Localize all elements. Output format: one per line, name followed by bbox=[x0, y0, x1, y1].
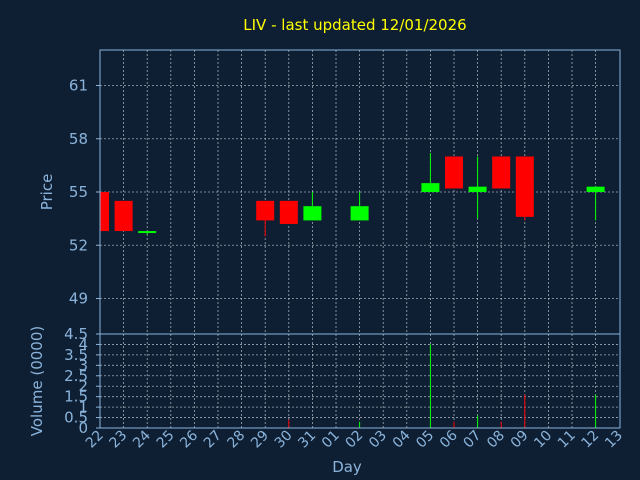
x-tick-label: 09 bbox=[508, 428, 532, 452]
candle-body bbox=[279, 200, 298, 224]
x-tick-label: 03 bbox=[366, 428, 390, 452]
x-tick-label: 13 bbox=[602, 428, 626, 452]
price-tick-label: 55 bbox=[69, 183, 88, 201]
x-tick-label: 08 bbox=[484, 428, 508, 452]
x-tick-label: 30 bbox=[272, 428, 296, 452]
x-tick-label: 23 bbox=[107, 428, 131, 452]
candle-body bbox=[492, 156, 511, 189]
volume-bars bbox=[288, 344, 597, 428]
price-axis-label: Price bbox=[38, 174, 56, 211]
candle-body bbox=[515, 156, 534, 217]
candle-body bbox=[586, 186, 605, 192]
volume-grid bbox=[100, 334, 620, 428]
candles bbox=[99, 152, 605, 237]
x-tick-label: 02 bbox=[343, 428, 367, 452]
x-tick-label: 05 bbox=[413, 428, 437, 452]
candle-body bbox=[350, 206, 369, 221]
volume-tick-label: 3 bbox=[78, 356, 88, 374]
price-tick-label: 58 bbox=[69, 130, 88, 148]
price-tick-label: 49 bbox=[69, 290, 88, 308]
chart-title: LIV - last updated 12/01/2026 bbox=[243, 16, 466, 34]
volume-panel-frame bbox=[99, 333, 621, 429]
volume-tick-label: 0.5 bbox=[64, 409, 88, 427]
x-tick-label: 04 bbox=[390, 427, 414, 451]
x-tick-label: 27 bbox=[201, 428, 225, 452]
candle-body bbox=[303, 206, 322, 221]
volume-tick-label: 3.5 bbox=[64, 346, 88, 364]
x-axis-label: Day bbox=[332, 458, 362, 476]
volume-tick-label: 4 bbox=[78, 335, 88, 353]
volume-tick-label: 1 bbox=[78, 398, 88, 416]
candle-body bbox=[445, 156, 463, 189]
x-ticks: 22 23 24 25 26 27 28 29 30 31 01 02 03 04 05 06 07 08 09 10… bbox=[83, 427, 626, 451]
volume-tick-label: 4.5 bbox=[64, 325, 88, 343]
x-tick-label: 24 bbox=[130, 427, 154, 451]
price-tick-label: 61 bbox=[69, 77, 88, 95]
price-y-ticks: 49 52 55 58 61 bbox=[69, 77, 100, 308]
volume-tick-label: 2.5 bbox=[64, 367, 88, 385]
volume-y-ticks: 00.511.522.533.544.5 bbox=[64, 325, 100, 437]
volume-axis-label: Volume (0000) bbox=[28, 326, 46, 436]
x-tick-label: 31 bbox=[295, 428, 319, 452]
price-tick-label: 52 bbox=[69, 236, 88, 254]
x-tick-label: 01 bbox=[319, 428, 343, 452]
candle-body bbox=[468, 186, 487, 192]
candle-body bbox=[138, 231, 157, 234]
x-tick-label: 07 bbox=[461, 428, 485, 452]
volume-tick-label: 0 bbox=[78, 419, 88, 437]
volume-tick-label: 2 bbox=[78, 377, 88, 395]
x-tick-label: 29 bbox=[248, 428, 272, 452]
x-tick-label: 10 bbox=[531, 428, 555, 452]
x-tick-label: 25 bbox=[154, 428, 178, 452]
candle-body bbox=[114, 200, 133, 232]
x-tick-label: 06 bbox=[437, 427, 461, 451]
candle-body bbox=[256, 200, 275, 221]
x-tick-label: 26 bbox=[177, 427, 201, 451]
candle-body bbox=[100, 192, 109, 232]
x-tick-label: 12 bbox=[579, 428, 603, 452]
candle-body bbox=[421, 183, 440, 192]
volume-tick-label: 1.5 bbox=[64, 388, 88, 406]
x-tick-label: 28 bbox=[225, 428, 249, 452]
x-tick-label: 11 bbox=[555, 428, 579, 452]
